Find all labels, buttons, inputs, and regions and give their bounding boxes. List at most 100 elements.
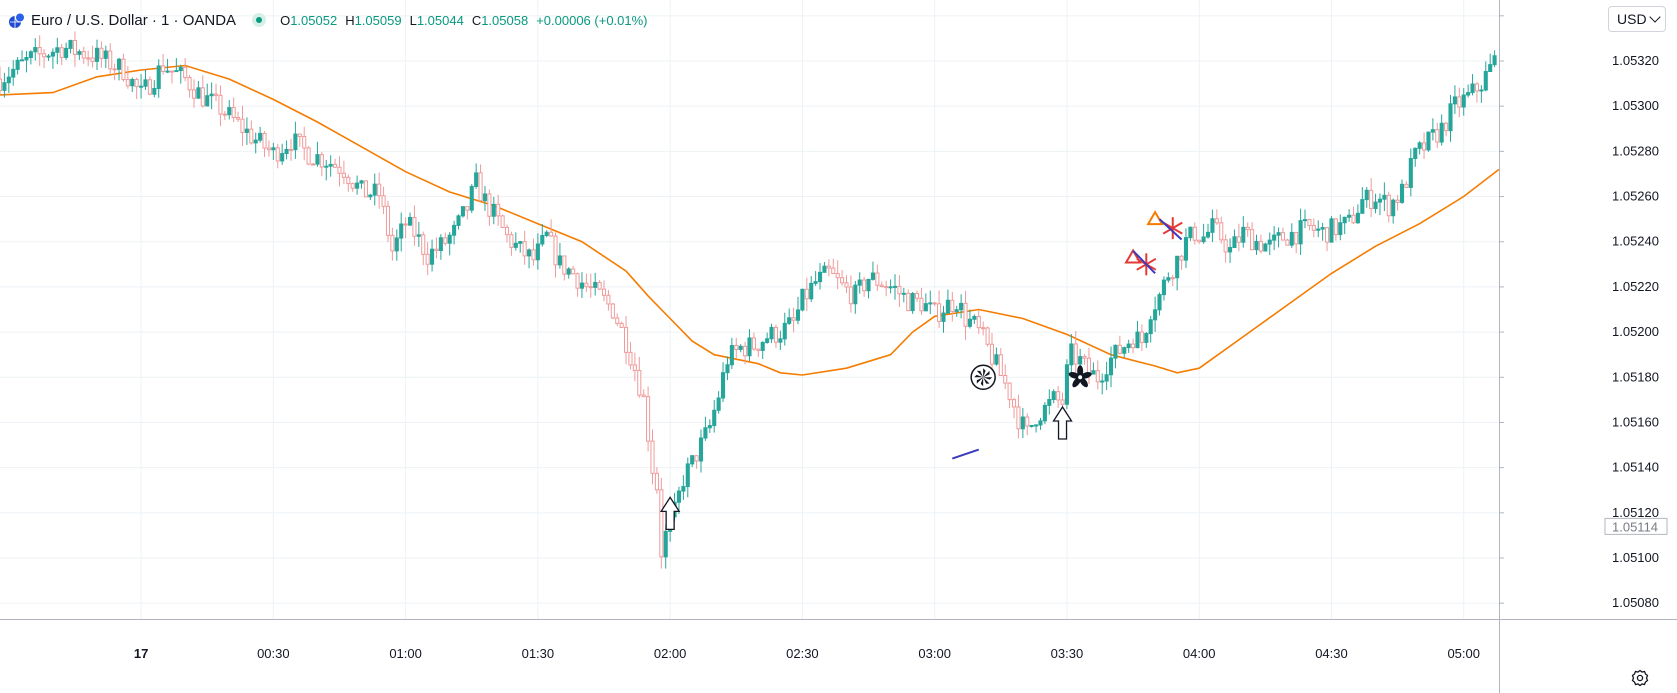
x-tick-label-0: 17 [134,646,148,661]
candle [822,262,827,273]
candle [1360,187,1365,214]
candle [337,156,342,187]
candle [707,419,712,433]
asterisk-marker[interactable] [1068,365,1093,388]
candle [1422,132,1427,159]
candle [134,77,139,100]
candle [319,151,324,177]
candle [288,138,294,161]
candle [213,83,219,102]
time-axis[interactable] [0,619,1677,693]
symbol-legend: Euro / U.S. Dollar · 1 · OANDA O 1.05052… [8,9,648,31]
candle [743,341,748,365]
candle [1091,362,1096,375]
x-tick-label-2: 01:00 [389,646,422,661]
candle [1329,216,1334,243]
candle [835,260,840,290]
candle [998,347,1003,376]
price-axis[interactable] [1499,0,1677,693]
candle [1232,229,1237,249]
chevron-down-icon [1649,11,1661,23]
candle [1056,386,1061,408]
candle [826,259,831,277]
candle [2,72,7,98]
y-tick-label-10: 1.05140 [1612,460,1659,475]
trend-segment[interactable] [951,448,980,460]
candle [848,275,853,313]
candle [1267,232,1272,256]
candle [37,35,42,67]
candle [734,337,739,359]
candle [800,288,805,312]
candle [967,309,972,329]
candle [266,140,271,157]
candle [456,214,461,230]
candle [1113,344,1118,369]
x-tick-label-1: 00:30 [257,646,290,661]
candle [945,289,950,314]
candle [716,391,721,414]
candle [1135,320,1140,349]
candles [0,31,1497,569]
candle [139,74,144,99]
candle [478,164,483,202]
candle [99,41,104,68]
candle [1020,407,1025,439]
candle [994,347,999,366]
candle [1205,223,1211,239]
candle [553,232,558,278]
candle [738,344,743,353]
candle [892,274,898,300]
candle [1276,227,1281,248]
candle [90,45,95,68]
candle [1131,338,1136,354]
candle [196,81,201,99]
candle [28,50,33,65]
candle [756,348,761,357]
candle [1051,389,1056,404]
candle [403,217,408,239]
low-label: L [409,12,417,28]
candle [1170,274,1175,287]
wheel-marker[interactable] [970,364,996,391]
candle [571,265,576,275]
trend-segment[interactable] [1158,218,1183,241]
candle [1188,226,1193,241]
candle [853,281,858,314]
candle [24,51,29,73]
candle [919,287,924,315]
candle [1347,209,1352,222]
candle [937,290,942,328]
currency-select[interactable]: USD [1608,6,1666,32]
gear-icon[interactable] [1630,668,1650,688]
candle [50,48,55,69]
candle [1364,187,1369,208]
trend-segment[interactable] [1132,250,1156,275]
candle [1126,339,1131,353]
candle [870,261,875,281]
symbol-title[interactable]: Euro / U.S. Dollar · 1 · OANDA [31,11,237,29]
candle [42,49,47,69]
candle [1355,204,1360,224]
x-tick-label-9: 04:30 [1315,646,1348,661]
candle [94,39,100,70]
candle [527,248,532,269]
candle [262,131,267,158]
candle [1325,227,1330,252]
star-cross-marker[interactable] [1162,217,1183,240]
candle [1064,359,1069,410]
close-value: 1.05058 [481,12,529,28]
candle [976,310,981,334]
arrow-up-marker[interactable] [1052,405,1073,440]
candle [271,142,276,160]
triangle-marker[interactable] [1124,248,1142,264]
candle [130,77,135,92]
candle [844,275,849,293]
arrow-up-marker[interactable] [659,496,681,530]
candle [1042,402,1047,425]
triangle-marker[interactable] [1146,210,1164,226]
drawings[interactable] [659,210,1183,530]
candle [690,455,695,468]
candle [1391,198,1396,224]
